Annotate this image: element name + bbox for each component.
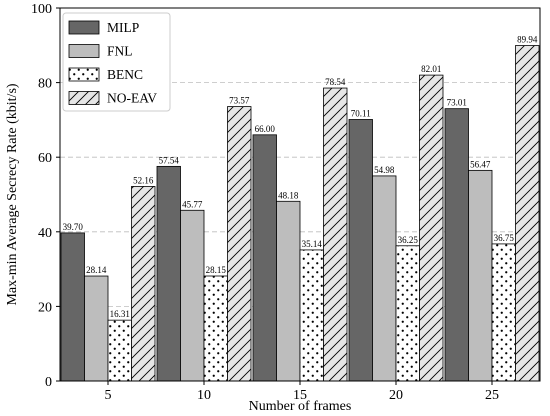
bar-milp (252, 134, 277, 382)
data-label: 82.01 (421, 64, 441, 74)
legend-label: FNL (107, 44, 133, 59)
data-label: 45.77 (182, 199, 203, 209)
bar-fnl (84, 275, 109, 382)
x-axis-title: Number of frames (249, 399, 352, 414)
data-label: 73.57 (229, 96, 250, 106)
bar-no-eav (131, 186, 156, 382)
data-label: 35.14 (302, 239, 323, 249)
data-label: 39.70 (63, 222, 84, 232)
legend-box (62, 12, 171, 112)
legend-swatch-fnl (68, 44, 100, 58)
x-tick-label: 15 (293, 388, 307, 403)
data-label: 57.54 (159, 155, 180, 165)
bar-fnl (372, 175, 397, 382)
bar-fnl (468, 169, 493, 382)
y-tick-label: 20 (38, 300, 52, 315)
x-tick-label: 20 (389, 388, 403, 403)
data-label: 56.47 (470, 159, 491, 169)
y-tick-label: 60 (38, 151, 52, 166)
data-label: 36.75 (494, 233, 515, 243)
y-tick-label: 0 (45, 375, 52, 390)
bar-no-eav (227, 106, 252, 382)
data-label: 66.00 (255, 124, 276, 134)
y-tick-label: 40 (38, 226, 52, 241)
data-label: 54.98 (374, 165, 395, 175)
y-axis-title: Max-min Average Secrecy Rate (kbit/s) (5, 83, 20, 305)
bar-milp (156, 165, 181, 382)
data-label: 28.15 (206, 265, 227, 275)
bar-milp (348, 119, 373, 382)
data-label: 48.18 (278, 190, 299, 200)
bar-no-eav (419, 74, 444, 382)
x-tick-label: 10 (197, 388, 211, 403)
data-label: 36.25 (398, 235, 419, 245)
legend-swatch-no-eav (68, 91, 100, 105)
y-tick-label: 100 (31, 2, 52, 17)
bar-fnl (180, 209, 205, 382)
bar-benc (203, 275, 228, 382)
bar-milp (444, 108, 469, 382)
data-label: 16.31 (110, 309, 130, 319)
legend-swatch-milp (68, 20, 100, 35)
bar-no-eav (323, 87, 348, 382)
data-labels: 39.70 28.14 16.31 52.16 57.54 45.77 28.15 73.57… (63, 35, 538, 320)
axes: 0 20 40 60 80 100 5 10 15 20 25 (31, 2, 499, 403)
legend-swatch-benc (68, 67, 100, 82)
data-label: 73.01 (447, 98, 467, 108)
x-tick-label: 5 (105, 388, 112, 403)
y-tick-label: 80 (38, 77, 52, 92)
x-tick-label: 25 (485, 388, 499, 403)
data-label: 70.11 (351, 108, 371, 118)
data-label: 28.14 (86, 265, 107, 275)
data-label: 89.94 (517, 35, 538, 45)
bar-benc (107, 319, 132, 382)
legend-label: NO-EAV (107, 91, 157, 106)
legend-label: BENC (107, 67, 143, 82)
bar-no-eav (515, 45, 540, 382)
bar-benc (299, 249, 324, 382)
data-label: 78.54 (325, 77, 346, 87)
data-label: 52.16 (133, 175, 154, 185)
bars (60, 45, 540, 382)
bar-benc (491, 243, 516, 382)
bar-benc (395, 245, 420, 382)
legend: MILP FNL BENC NO-EAV (62, 12, 171, 112)
bar-milp (60, 232, 85, 382)
legend-label: MILP (107, 20, 139, 35)
bar-fnl (276, 200, 301, 382)
